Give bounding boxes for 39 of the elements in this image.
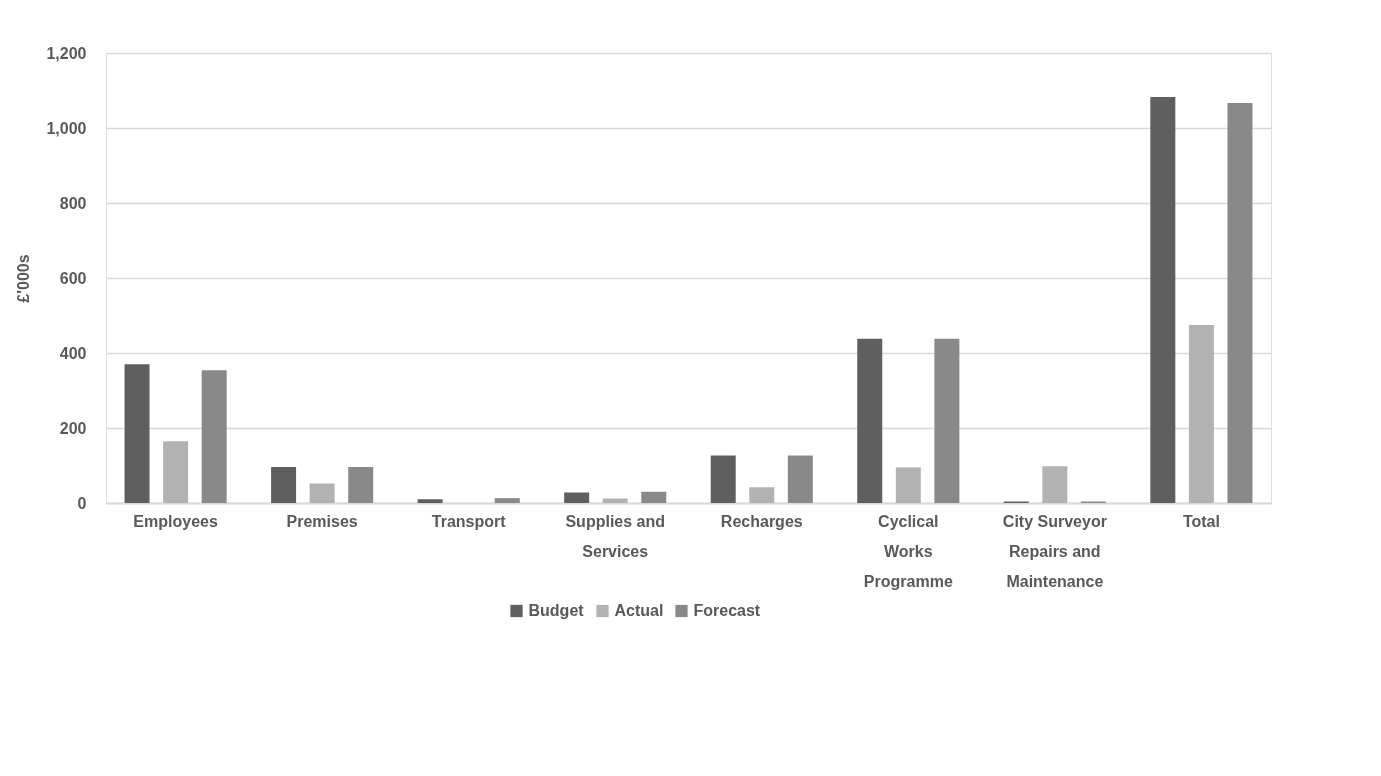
bar — [163, 441, 189, 503]
bar — [895, 467, 921, 503]
bar — [857, 338, 883, 503]
bar — [1042, 466, 1068, 503]
bar — [271, 467, 297, 503]
x-tick-label: Recharges — [720, 512, 803, 530]
bar — [1188, 324, 1214, 503]
bar — [309, 483, 335, 503]
y-tick-label: 800 — [59, 194, 87, 212]
bar — [348, 467, 374, 503]
x-tick-label: Transport — [431, 512, 507, 530]
x-tick-label: Employees — [133, 512, 218, 530]
bar — [201, 370, 227, 503]
y-tick-label: 0 — [77, 494, 87, 512]
x-tick-label: Premises — [286, 512, 358, 530]
bar — [494, 498, 520, 503]
bar — [787, 455, 813, 503]
legend-label: Budget — [528, 602, 585, 619]
y-tick-label: 200 — [59, 419, 87, 437]
bar — [710, 455, 736, 503]
y-axis-title: £'000s — [15, 254, 33, 303]
x-tick-label: Cyclical Works Programme — [863, 512, 953, 590]
bar — [749, 487, 775, 503]
bar — [124, 364, 150, 503]
x-tick-label: Supplies and Services — [565, 512, 666, 560]
bar — [641, 491, 667, 503]
y-tick-label: 1,200 — [46, 44, 87, 62]
bar — [417, 499, 443, 503]
bar — [1227, 102, 1253, 503]
y-tick-label: 600 — [59, 269, 87, 287]
legend-label: Forecast — [693, 602, 761, 619]
y-tick-label: 1,000 — [46, 119, 87, 137]
x-tick-label: Total — [1182, 512, 1220, 530]
x-tick-label: City Surveyor Repairs and Maintenance — [1002, 512, 1107, 590]
y-tick-label: 400 — [59, 344, 87, 362]
bar — [934, 338, 960, 503]
bar — [1150, 96, 1176, 503]
legend-label: Actual — [614, 602, 664, 619]
bar — [564, 492, 590, 503]
